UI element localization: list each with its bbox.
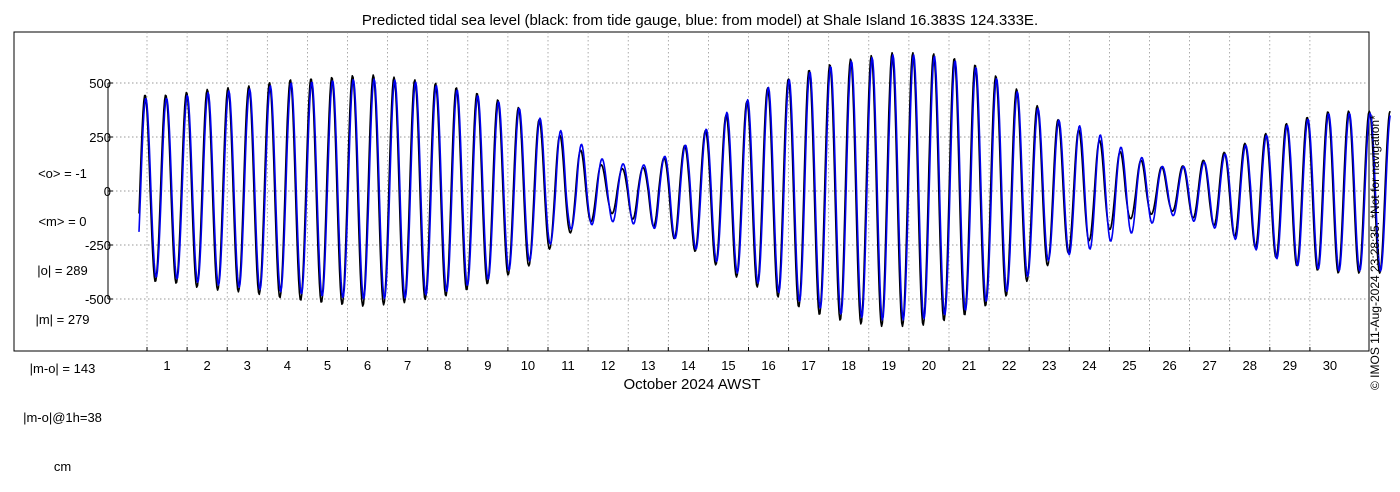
- x-tick-label: 16: [761, 358, 775, 373]
- x-tick-label: 6: [364, 358, 371, 373]
- x-tick-label: 25: [1122, 358, 1136, 373]
- stat-abs-diff: |m-o| = 143: [29, 361, 96, 377]
- x-tick-label: 13: [641, 358, 655, 373]
- x-tick-label: 29: [1283, 358, 1297, 373]
- x-tick-label: 19: [882, 358, 896, 373]
- x-tick-label: 21: [962, 358, 976, 373]
- x-tick-label: 26: [1162, 358, 1176, 373]
- x-tick-label: 30: [1323, 358, 1337, 373]
- credit-text: © IMOS 11-Aug-2024 23:28:35. *Not for na…: [1368, 115, 1382, 390]
- stat-abs-obs: |o| = 289: [37, 263, 88, 279]
- y-tick-label: 0: [104, 184, 111, 199]
- x-tick-label: 9: [484, 358, 491, 373]
- y-ticks: 500 250 0 -250 -500: [85, 76, 113, 307]
- stat-mean-model: <m> = 0: [38, 214, 87, 230]
- x-tick-label: 3: [244, 358, 251, 373]
- y-tick-label: 500: [89, 76, 111, 91]
- y-tick-label: -500: [85, 292, 111, 307]
- x-tick-label: 10: [521, 358, 535, 373]
- x-tick-label: 1: [163, 358, 170, 373]
- x-tick-label: 20: [922, 358, 936, 373]
- stat-abs-model: |m| = 279: [35, 312, 90, 328]
- x-tick-label: 7: [404, 358, 411, 373]
- x-tick-label: 22: [1002, 358, 1016, 373]
- x-tick-label: 8: [444, 358, 451, 373]
- x-tick-label: 4: [284, 358, 291, 373]
- plot-area: [13, 31, 1370, 352]
- x-tick-label: 17: [801, 358, 815, 373]
- x-tick-label: 14: [681, 358, 695, 373]
- stat-unit: cm: [53, 458, 72, 474]
- stat-abs-diff-1h: |m-o|@1h=38: [23, 410, 102, 426]
- series-group: [138, 52, 1391, 328]
- x-tick-label: 18: [842, 358, 856, 373]
- x-tick-label: 24: [1082, 358, 1096, 373]
- stat-mean-obs: <o> = -1: [38, 165, 87, 181]
- x-ticks: 1 2 3 4 5 6 7 8 9 10 11 12 13 14 15 16 17 18 19 20 21 22 23 24 2…: [146, 347, 1337, 373]
- x-tick-label: 11: [561, 358, 575, 373]
- x-tick-label: 12: [601, 358, 615, 373]
- y-tick-label: 250: [89, 130, 111, 145]
- y-tick-label: -250: [85, 238, 111, 253]
- x-tick-label: 27: [1202, 358, 1216, 373]
- x-tick-label: 15: [721, 358, 735, 373]
- x-tick-label: 28: [1243, 358, 1257, 373]
- x-axis-label: October 2024 AWST: [623, 376, 760, 393]
- series-line-model: [138, 54, 1391, 321]
- x-tick-label: 5: [324, 358, 331, 373]
- x-tick-label: 2: [204, 358, 211, 373]
- chart-title: Predicted tidal sea level (black: from t…: [362, 12, 1038, 29]
- x-tick-label: 23: [1042, 358, 1056, 373]
- stats-box: <o> = -1 <m> = 0 |o| = 289 |m| = 279 |m-…: [0, 133, 125, 492]
